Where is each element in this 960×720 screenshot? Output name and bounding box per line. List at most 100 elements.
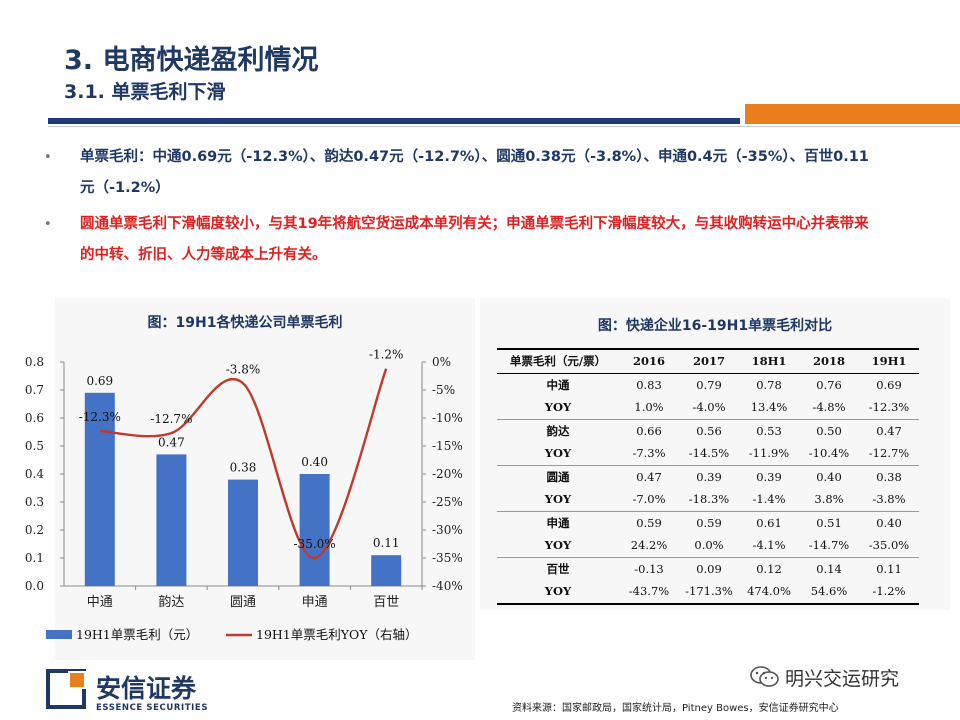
bar bbox=[228, 479, 258, 586]
table-cell: 0.14 bbox=[799, 556, 859, 580]
combo-chart: 0.0 0.1 0.2 0.3 0.4 0.5 0.6 0.7 0.8 0% -5% -10% -15%… bbox=[25, 348, 463, 642]
bar-data-label: 0.40 bbox=[301, 455, 328, 469]
table-row: 韵达 0.66 0.56 0.53 0.50 0.47 bbox=[497, 418, 919, 442]
table-cell: 0.39 bbox=[739, 464, 799, 488]
x-tick-label: 韵达 bbox=[158, 595, 184, 610]
table-row-label: 圆通 bbox=[497, 464, 619, 488]
table-cell: 54.6% bbox=[799, 580, 859, 605]
bar bbox=[156, 454, 187, 586]
bullet-text: 圆通单票毛利下滑幅度较小，与其19年将航空货运成本单列有关；申通单票毛利下滑幅度… bbox=[80, 216, 869, 263]
x-tick-label: 圆通 bbox=[230, 595, 256, 610]
table-row: 百世 -0.13 0.09 0.12 0.14 0.11 bbox=[497, 556, 919, 580]
table-header-cell: 2018 bbox=[799, 348, 859, 374]
page-subtitle: 3.1. 单票毛利下滑 bbox=[64, 81, 226, 103]
table-cell: -4.8% bbox=[812, 400, 846, 415]
table-cell: 0.59 bbox=[679, 510, 739, 534]
table-row-label: YOY bbox=[544, 400, 572, 415]
table-cell: -14.5% bbox=[688, 446, 730, 461]
table-header-cell: 2016 bbox=[619, 348, 679, 374]
table-row: 申通 0.59 0.59 0.61 0.51 0.40 bbox=[497, 510, 919, 534]
y-right-tick-label: -35% bbox=[432, 551, 463, 565]
table-row: YOY 24.2% 0.0% -4.1% -14.7% -35.0% bbox=[497, 534, 919, 557]
bullet-marker: • bbox=[44, 217, 52, 232]
header-rule-orange bbox=[745, 104, 960, 124]
y-right-tick-label: -30% bbox=[432, 523, 463, 537]
wechat-icon bbox=[750, 666, 779, 687]
table-cell: -10.4% bbox=[808, 446, 850, 461]
table-cell: -35.0% bbox=[868, 538, 910, 553]
table-cell: -43.7% bbox=[619, 580, 679, 605]
bar-data-label: 0.69 bbox=[86, 374, 113, 388]
y-left-tick-label: 0.4 bbox=[25, 467, 44, 481]
table-cell: 1.0% bbox=[634, 400, 664, 415]
table-cell: -1.2% bbox=[859, 580, 919, 605]
legend-line-label: 19H1单票毛利YOY（右轴） bbox=[256, 627, 418, 642]
left-figure-panel bbox=[55, 298, 475, 660]
table-row-label: YOY bbox=[544, 492, 572, 507]
y-left-tick-label: 0.0 bbox=[25, 579, 44, 593]
table-cell: 0.83 bbox=[636, 377, 662, 392]
y-left-tick-label: 0.6 bbox=[25, 411, 44, 425]
table-row-label: YOY bbox=[497, 580, 619, 605]
y-right-tick-label: -15% bbox=[432, 439, 463, 453]
table-cell: 474.0% bbox=[739, 580, 799, 605]
table-cell: 0.09 bbox=[679, 556, 739, 580]
bar bbox=[84, 392, 115, 586]
table-cell: 0.50 bbox=[799, 418, 859, 442]
table-header-cell: 18H1 bbox=[739, 348, 799, 374]
y-left-tick-label: 0.5 bbox=[25, 439, 44, 453]
yoy-line bbox=[99, 368, 388, 560]
y-right-tick-label: -5% bbox=[432, 383, 455, 397]
table-row-label: 韵达 bbox=[497, 418, 619, 442]
table-cell: 0.79 bbox=[696, 377, 722, 392]
company-logo-en: ESSENCE SECURITIES bbox=[96, 703, 209, 713]
y-left-tick-label: 0.8 bbox=[25, 355, 44, 369]
table-cell: 0.59 bbox=[619, 510, 679, 534]
table-row: YOY -43.7% -171.3% 474.0% 54.6% -1.2% bbox=[497, 580, 919, 605]
table-cell: 3.8% bbox=[814, 492, 844, 507]
yoy-data-label: -12.3% bbox=[79, 410, 121, 424]
yoy-data-label: -12.7% bbox=[150, 412, 192, 426]
bar-data-label: 0.38 bbox=[230, 461, 257, 475]
table-cell: 0.40 bbox=[859, 510, 919, 534]
table-header-cell: 19H1 bbox=[859, 348, 919, 374]
source-note: 资料来源：国家邮政局，国家统计局，Pitney Bowes，安信证券研究中心 bbox=[512, 703, 839, 714]
yoy-data-label: -1.2% bbox=[369, 348, 404, 362]
bar-data-label: 0.47 bbox=[158, 435, 185, 449]
table-cell: -7.3% bbox=[632, 446, 666, 461]
right-figure-title: 图：快递企业16-19H1单票毛利对比 bbox=[597, 318, 833, 334]
data-table: 单票毛利（元/票） 2016 2017 18H1 2018 19H1 中通 0.83 0.79 0… bbox=[497, 348, 919, 605]
table-cell: 0.78 bbox=[756, 377, 782, 392]
table-cell: 0.40 bbox=[799, 464, 859, 488]
y-right-tick-label: -40% bbox=[432, 579, 463, 593]
table-cell: 0.39 bbox=[679, 464, 739, 488]
table-cell: -14.7% bbox=[808, 538, 850, 553]
legend-bar-label: 19H1单票毛利（元） bbox=[76, 627, 198, 642]
table-cell: 0.76 bbox=[816, 377, 842, 392]
table-cell: 0.11 bbox=[859, 556, 919, 580]
table-cell: 0.51 bbox=[799, 510, 859, 534]
bullet-text: 单票毛利：中通0.69元（-12.3%）、韵达0.47元（-12.7%）、圆通0… bbox=[80, 149, 869, 196]
table-header-cell: 2017 bbox=[679, 348, 739, 374]
table-cell: -4.0% bbox=[692, 400, 726, 415]
x-tick-label: 中通 bbox=[87, 595, 113, 610]
header-rule-blue bbox=[48, 118, 740, 124]
table-cell: -1.4% bbox=[752, 492, 786, 507]
table-cell: -171.3% bbox=[679, 580, 739, 605]
company-logo-icon bbox=[46, 669, 86, 709]
table-cell: -3.8% bbox=[872, 492, 906, 507]
y-left-tick-label: 0.7 bbox=[25, 383, 44, 397]
y-right-tick-label: -20% bbox=[432, 467, 463, 481]
table-cell: -18.3% bbox=[688, 492, 730, 507]
table-cell: 0.69 bbox=[876, 377, 902, 392]
x-tick-label: 百世 bbox=[373, 595, 399, 610]
bar-data-label: 0.11 bbox=[373, 536, 400, 550]
table-row-label: 申通 bbox=[497, 510, 619, 534]
table-cell: 0.61 bbox=[739, 510, 799, 534]
legend-bar-swatch bbox=[46, 630, 72, 639]
table-cell: 24.2% bbox=[630, 538, 668, 553]
yoy-data-label: -3.8% bbox=[226, 362, 261, 376]
table-cell: 0.12 bbox=[739, 556, 799, 580]
table-cell: -0.13 bbox=[619, 556, 679, 580]
table-row-label: YOY bbox=[544, 538, 572, 553]
